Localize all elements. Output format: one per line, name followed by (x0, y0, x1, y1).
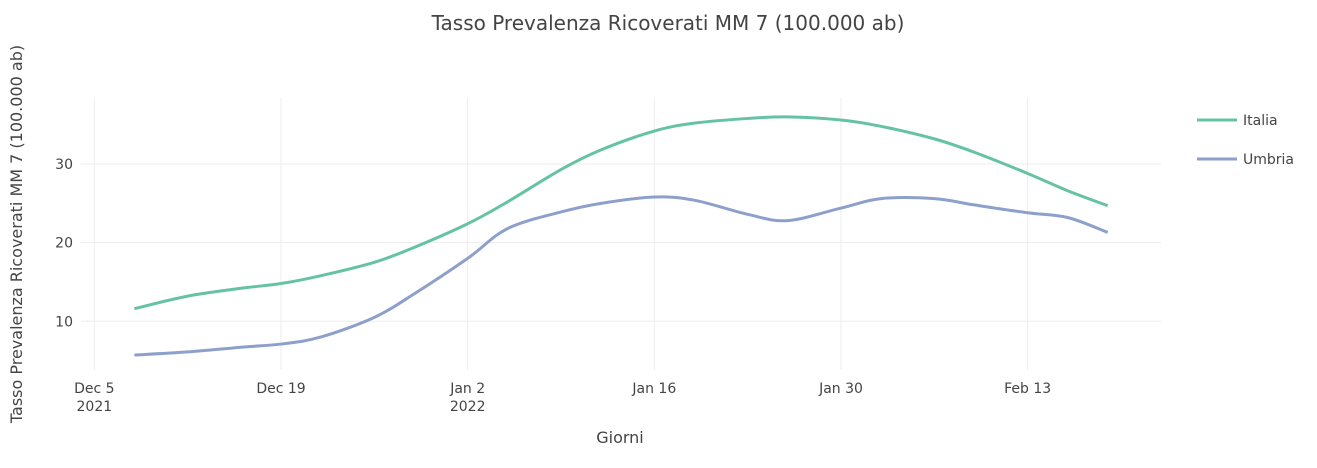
x-axis-title: Giorni (596, 428, 644, 447)
y-tick-label: 10 (55, 314, 73, 330)
legend-label: Italia (1243, 113, 1278, 129)
chart-title: Tasso Prevalenza Ricoverati MM 7 (100.00… (431, 11, 905, 35)
x-tick-label: Feb 13 (1004, 381, 1051, 397)
y-tick-label: 20 (55, 236, 73, 252)
line (133, 115, 1109, 311)
x-tick-label: Jan 2 2022 (449, 381, 485, 415)
x-tick-label: Jan 16 (631, 381, 676, 397)
y-axis-title: Tasso Prevalenza Ricoverati MM 7 (100.00… (7, 45, 26, 424)
line (134, 195, 1109, 357)
y-tick-label: 30 (55, 157, 73, 173)
x-tick-label: Jan 30 (818, 381, 863, 397)
legend-label: Umbria (1243, 152, 1294, 168)
x-tick-label: Dec 19 (256, 381, 305, 397)
x-tick-label: Dec 5 2021 (74, 381, 114, 415)
